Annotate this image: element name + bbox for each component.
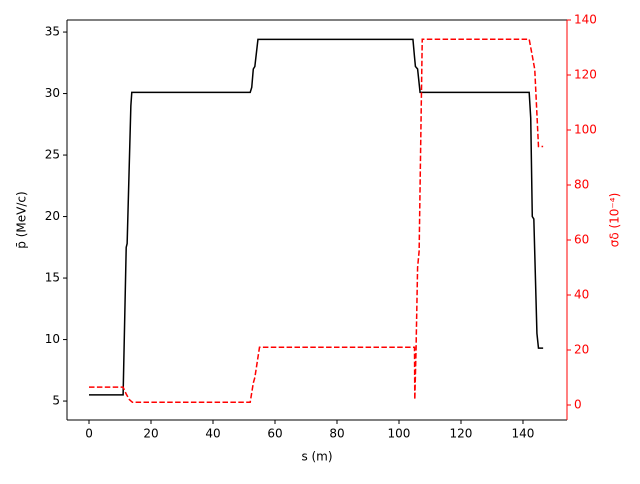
x-axis-label: s (m) bbox=[301, 450, 332, 464]
y-tick-label: 25 bbox=[45, 148, 60, 162]
y2-tick-label: 120 bbox=[574, 68, 597, 82]
y2-tick-label: 100 bbox=[574, 123, 597, 137]
y-tick-label: 10 bbox=[45, 332, 60, 346]
x-tick-label: 120 bbox=[450, 427, 473, 441]
y2-axis-label: σδ (10⁻⁴) bbox=[608, 193, 622, 248]
y2-tick-label: 20 bbox=[574, 343, 589, 357]
y2-tick-label: 80 bbox=[574, 178, 589, 192]
y2-tick-label: 60 bbox=[574, 233, 589, 247]
x-tick-label: 0 bbox=[85, 427, 93, 441]
x-tick-label: 40 bbox=[205, 427, 220, 441]
y2-tick-label: 40 bbox=[574, 288, 589, 302]
line-series bbox=[89, 38, 544, 396]
y-axis-label: p̄ (MeV/c) bbox=[15, 191, 29, 248]
x-tick-label: 20 bbox=[143, 427, 158, 441]
y2-tick-label: 0 bbox=[574, 398, 582, 412]
y-tick-label: 15 bbox=[45, 271, 60, 285]
x-tick-label: 140 bbox=[512, 427, 535, 441]
x-tick-label: 80 bbox=[329, 427, 344, 441]
line-series bbox=[89, 38, 544, 404]
y-tick-label: 35 bbox=[45, 25, 60, 39]
y-tick-label: 30 bbox=[45, 86, 60, 100]
y2-tick-label: 140 bbox=[574, 13, 597, 27]
y-tick-label: 20 bbox=[45, 209, 60, 223]
y-tick-label: 5 bbox=[52, 394, 60, 408]
x-tick-label: 100 bbox=[388, 427, 411, 441]
x-tick-label: 60 bbox=[267, 427, 282, 441]
